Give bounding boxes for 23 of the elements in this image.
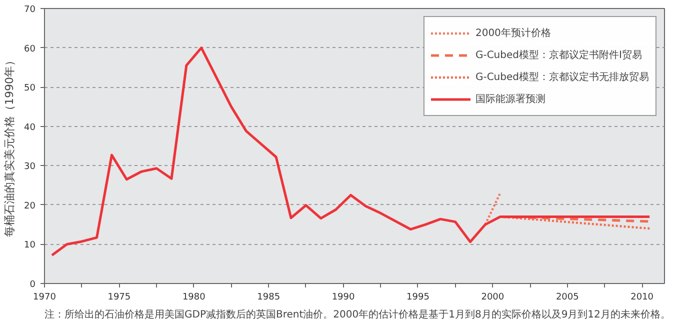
y-tick-label: 40	[24, 122, 36, 133]
y-tick-label: 20	[24, 201, 36, 212]
x-tick-label: 1980	[182, 292, 206, 302]
y-tick-label: 10	[24, 240, 36, 251]
y-tick-label: 30	[24, 162, 36, 172]
y-tick-label: 0	[30, 280, 36, 290]
x-tick-label: 1990	[332, 292, 356, 302]
x-tick-label: 2005	[556, 292, 579, 302]
y-tick-label: 50	[24, 84, 36, 94]
y-axis-title: 每桶石油的真实美元价格（1990年）	[3, 54, 16, 237]
x-tick-label: 2000	[481, 292, 504, 302]
y-tick-label: 70	[24, 5, 36, 15]
x-tick-label: 1985	[257, 292, 280, 302]
x-tick-label: 2010	[630, 292, 654, 302]
x-tick-label: 1995	[406, 292, 430, 302]
legend-label: G-Cubed模型：京都议定书无排放贸易	[475, 70, 649, 84]
text: 注：所给出的石油价格是用美国GDP减指数后的英国Brent油价。2000年的估计价格是基于1月到8月的实际价格以及9月到12月的未来价格。	[44, 308, 670, 320]
x-tick-label: 1975	[108, 292, 131, 302]
x-tick-label: 1970	[33, 292, 56, 302]
legend-label: 2000年预计价格	[475, 26, 551, 40]
legend-label: 国际能源署预测	[475, 92, 546, 106]
legend-label: G-Cubed模型：京都议定书附件I贸易	[475, 48, 642, 62]
y-tick-label: 60	[24, 44, 36, 54]
